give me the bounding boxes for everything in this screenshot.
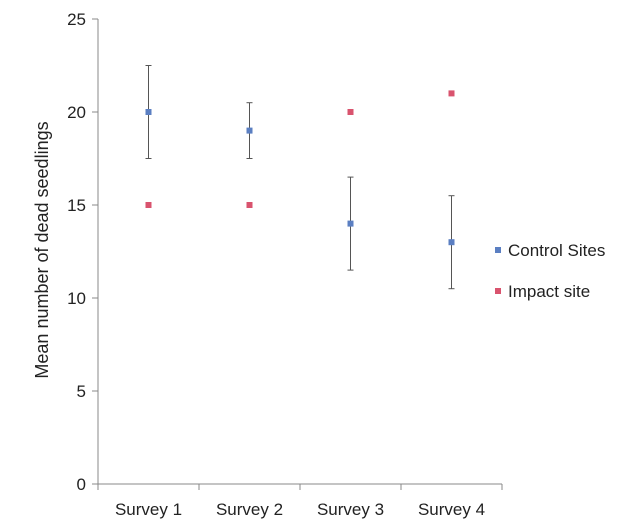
x-tick-label: Survey 2 xyxy=(216,500,283,519)
legend-marker xyxy=(495,288,501,294)
y-tick-label: 10 xyxy=(67,289,86,308)
y-tick-label: 20 xyxy=(67,103,86,122)
y-axis-title: Mean number of dead seedlings xyxy=(32,121,52,378)
y-ticks: 0 5 10 15 20 25 xyxy=(67,10,98,494)
legend: Control Sites Impact site xyxy=(495,241,605,301)
y-tick-label: 5 xyxy=(77,382,86,401)
control-point xyxy=(448,239,455,246)
control-point xyxy=(347,220,354,227)
impact-point xyxy=(448,90,455,97)
impact-point xyxy=(145,202,152,208)
control-point xyxy=(246,127,253,134)
x-ticks: Survey 1 Survey 2 Survey 3 Survey 4 xyxy=(97,484,503,519)
legend-label: Control Sites xyxy=(508,241,605,260)
data-points xyxy=(145,90,455,246)
legend-label: Impact site xyxy=(508,282,590,301)
impact-point xyxy=(246,202,253,208)
impact-point xyxy=(347,109,354,115)
y-tick-label: 0 xyxy=(77,475,86,494)
error-bars xyxy=(145,65,455,290)
y-tick-label: 25 xyxy=(67,10,86,29)
x-tick-label: Survey 3 xyxy=(317,500,384,519)
legend-marker xyxy=(495,247,501,253)
x-tick-label: Survey 4 xyxy=(418,500,485,519)
control-point xyxy=(145,109,152,115)
y-tick-label: 15 xyxy=(67,196,86,215)
x-tick-label: Survey 1 xyxy=(115,500,182,519)
